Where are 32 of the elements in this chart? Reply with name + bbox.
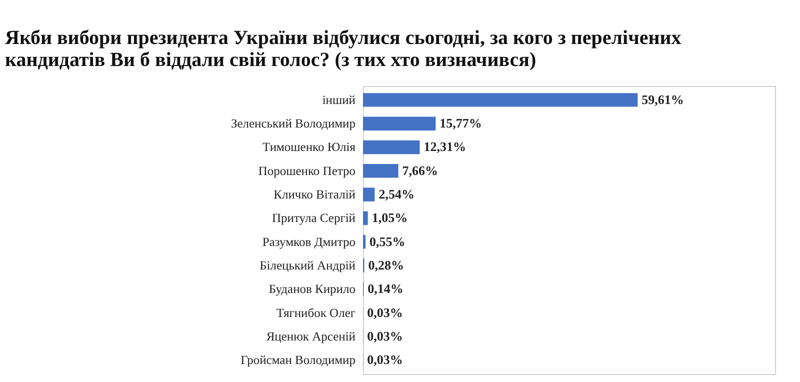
bar bbox=[363, 211, 368, 226]
bar bbox=[363, 93, 638, 107]
data-label: 59,61% bbox=[642, 92, 684, 107]
bar bbox=[363, 188, 375, 202]
y-tick-label: Яценюк Арсеній bbox=[266, 329, 356, 344]
chart-title: Якби вибори президента України відбулися сьогодні, за кого з перелічених кандидатів Ви б віддали свій голос? (з тих хто визначився) bbox=[5, 27, 682, 71]
data-label: 2,54% bbox=[378, 186, 414, 202]
data-label: 12,31% bbox=[424, 139, 466, 154]
y-tick-label: Білецький Андрій bbox=[260, 258, 356, 272]
y-tick-label: Зеленський Володимир bbox=[230, 116, 356, 131]
y-tick-label: інший bbox=[322, 92, 356, 107]
data-label: 0,03% bbox=[367, 328, 403, 344]
y-tick-label: Кличко Віталій bbox=[274, 188, 356, 202]
data-label: 0,03% bbox=[367, 352, 403, 368]
data-label: 0,03% bbox=[367, 304, 403, 320]
bar bbox=[363, 140, 420, 154]
y-tick-label: Гройсман Володимир bbox=[240, 353, 356, 368]
bar bbox=[363, 164, 398, 178]
data-label: 15,77% bbox=[440, 116, 482, 131]
y-tick-label: Порошенко Петро bbox=[258, 164, 356, 178]
data-label: 0,55% bbox=[370, 234, 406, 249]
y-tick-label: Буданов Кирило bbox=[268, 282, 356, 296]
data-label: 7,66% bbox=[402, 162, 438, 178]
data-label: 0,28% bbox=[368, 257, 404, 272]
bar bbox=[363, 234, 366, 249]
y-tick-label: Тимошенко Юлія bbox=[262, 140, 356, 154]
data-label: 1,05% bbox=[372, 210, 408, 226]
data-label: 0,14% bbox=[368, 281, 404, 296]
y-tick-label: Разумков Дмитро bbox=[262, 234, 356, 249]
y-tick-label: Тягнибок Олег bbox=[276, 306, 356, 320]
bar bbox=[363, 116, 436, 130]
y-tick-label: Притула Сергій bbox=[272, 211, 356, 226]
